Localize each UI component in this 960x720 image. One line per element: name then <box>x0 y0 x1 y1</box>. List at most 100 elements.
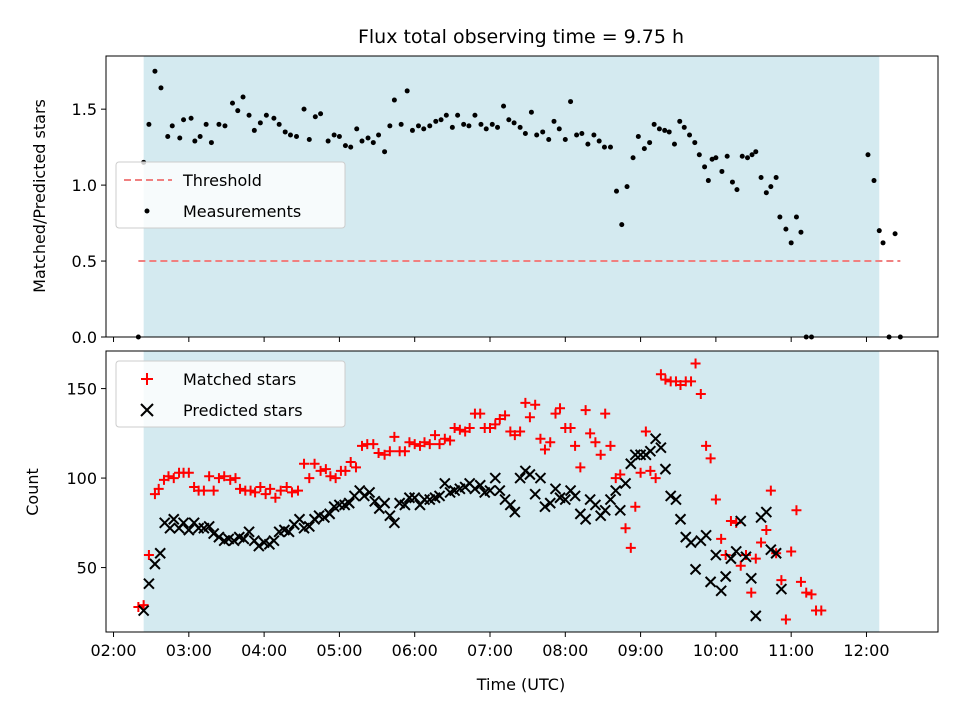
legend-threshold-label: Threshold <box>182 171 262 190</box>
matched-point <box>235 483 246 494</box>
matched-point <box>304 473 315 484</box>
measurement-point <box>666 129 672 135</box>
predicted-point <box>664 490 677 502</box>
matched-point <box>625 542 636 553</box>
x-tick-label: 03:00 <box>166 641 212 660</box>
matched-point <box>746 587 757 598</box>
predicted-point <box>509 506 521 518</box>
measurement-point <box>489 121 495 127</box>
matched-point <box>485 422 495 433</box>
matched-point <box>750 553 761 564</box>
measurement-point <box>359 138 365 144</box>
measurement-point <box>739 153 745 159</box>
predicted-point <box>137 604 150 617</box>
measurement-point <box>702 164 708 170</box>
matched-point <box>720 550 731 561</box>
measurement-point <box>409 127 415 133</box>
matched-point <box>424 439 435 450</box>
measurement-point <box>306 137 312 143</box>
measurement-point <box>793 214 799 220</box>
matched-point <box>340 465 351 476</box>
measurement-point <box>671 141 677 147</box>
series-measurements <box>135 68 903 340</box>
measurement-point <box>607 144 613 150</box>
measurement-point <box>398 121 404 127</box>
predicted-point <box>579 513 592 525</box>
predicted-point <box>474 479 486 491</box>
predicted-point <box>489 472 501 484</box>
x-tick-label: 02:00 <box>90 641 136 660</box>
predicted-point <box>599 504 611 517</box>
matched-point <box>776 575 787 586</box>
matched-point <box>454 424 465 435</box>
matched-point <box>761 524 772 535</box>
predicted-point <box>168 513 180 525</box>
measurement-point <box>263 112 269 118</box>
top-y-tick-label: 0.5 <box>72 252 97 271</box>
measurement-point <box>596 138 602 144</box>
predicted-point <box>514 472 526 484</box>
matched-point <box>439 433 450 444</box>
measurement-point <box>871 178 877 184</box>
measurement-point <box>427 123 433 129</box>
measurement-point <box>240 94 246 100</box>
matched-point <box>494 414 505 425</box>
predicted-point <box>293 513 306 525</box>
matched-point <box>286 487 297 498</box>
measurement-point <box>635 134 641 140</box>
predicted-point <box>529 488 541 500</box>
predicted-point <box>625 458 637 470</box>
measurement-point <box>724 153 730 159</box>
measurement-point <box>342 143 348 149</box>
matched-point <box>434 439 445 450</box>
measurement-point <box>687 132 693 138</box>
bottom-y-tick-label: 150 <box>66 380 97 399</box>
measurement-point <box>892 231 898 237</box>
matched-point <box>756 537 767 548</box>
matched-point <box>143 550 154 561</box>
matched-point <box>585 428 596 439</box>
measurement-point <box>181 117 187 123</box>
predicted-point <box>700 529 712 542</box>
matched-point <box>404 437 415 448</box>
matched-point <box>309 458 320 469</box>
top-y-tick-label: 1.0 <box>72 176 97 195</box>
measurement-point <box>719 168 725 174</box>
matched-point <box>816 605 827 616</box>
bottom-x-axis: 02:00 03:00 04:00 05:00 06:00 07:00 08:00 09:00… <box>90 632 890 660</box>
measurement-point <box>763 190 769 196</box>
legend-predicted-label: Predicted stars <box>183 401 303 420</box>
series-matched-stars <box>133 358 827 625</box>
matched-point <box>765 485 776 496</box>
measurement-point <box>216 121 222 127</box>
matched-point <box>716 533 727 544</box>
predicted-point <box>765 543 777 556</box>
x-tick-label: 10:00 <box>693 641 739 660</box>
predicted-point <box>719 570 732 583</box>
matched-point <box>265 483 276 494</box>
matched-point <box>650 473 661 484</box>
predicted-point <box>177 517 190 529</box>
legend-predicted-swatch <box>140 403 154 417</box>
matched-point <box>230 473 241 484</box>
measurement-point <box>574 132 580 138</box>
measurement-point <box>301 106 307 112</box>
predicted-point <box>439 477 451 490</box>
matched-point <box>168 473 179 484</box>
measurement-point <box>293 134 299 140</box>
predicted-point <box>484 484 496 497</box>
matched-point <box>198 485 209 496</box>
matched-point <box>419 437 430 448</box>
predicted-point <box>524 468 536 481</box>
x-tick-label: 09:00 <box>618 641 664 660</box>
measurement-point <box>251 127 257 133</box>
x-tick-label: 08:00 <box>542 641 588 660</box>
measurement-point <box>677 118 683 124</box>
measurement-point <box>318 111 324 117</box>
measurement-point <box>325 138 331 144</box>
predicted-point <box>369 495 381 508</box>
measurement-point <box>433 118 439 124</box>
measurement-point <box>630 155 636 161</box>
top-legend: Threshold Measurements <box>115 161 346 229</box>
